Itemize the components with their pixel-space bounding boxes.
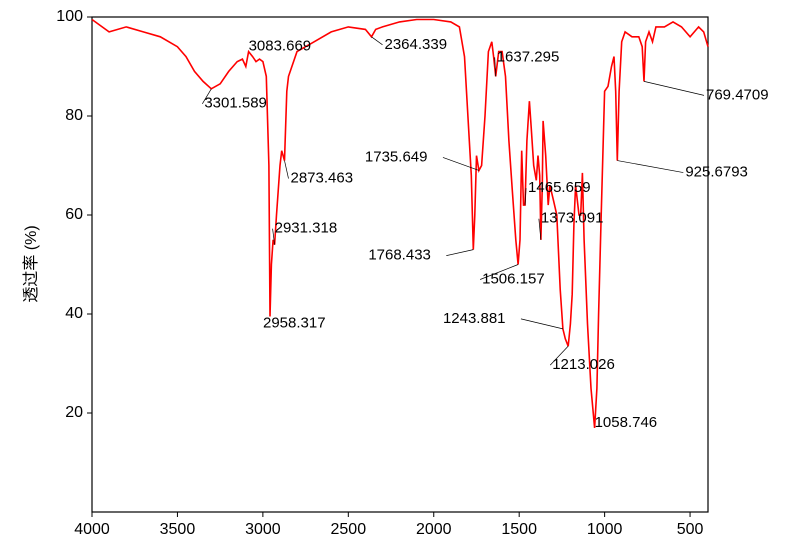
leader-line xyxy=(538,218,542,240)
peak-label: 925.6793 xyxy=(685,164,748,181)
spectrum-line xyxy=(91,18,709,428)
leader-line xyxy=(549,345,569,366)
x-tick-label: 2500 xyxy=(331,521,367,538)
y-tick-label: 100 xyxy=(56,8,83,25)
y-tick-label: 20 xyxy=(65,404,83,421)
leader-line xyxy=(617,160,684,173)
x-tick-label: 3500 xyxy=(160,521,196,538)
peak-label: 3083.669 xyxy=(249,38,312,55)
x-tick-label: 4000 xyxy=(74,521,110,538)
y-tick-label: 60 xyxy=(65,206,83,223)
peak-label: 3301.589 xyxy=(204,95,267,112)
y-tick-label: 40 xyxy=(65,305,83,322)
y-axis-label: 透过率 (%) xyxy=(22,225,40,302)
peak-label: 1373.091 xyxy=(541,210,604,227)
x-tick-label: 2000 xyxy=(416,521,452,538)
peak-label: 2931.318 xyxy=(275,220,338,237)
peak-label: 1637.295 xyxy=(497,48,560,65)
leader-line xyxy=(643,81,705,96)
peak-label: 2958.317 xyxy=(263,314,326,331)
leader-line xyxy=(520,318,564,330)
plot-frame xyxy=(91,16,709,513)
x-tick-label: 3000 xyxy=(245,521,281,538)
peak-label: 1735.649 xyxy=(365,148,428,165)
peak-label: 1768.433 xyxy=(368,247,431,264)
peak-label: 1506.157 xyxy=(482,270,545,287)
peak-label: 1243.881 xyxy=(443,310,506,327)
peak-label: 769.4709 xyxy=(706,86,769,103)
x-tick-label: 500 xyxy=(677,521,704,538)
leader-line xyxy=(494,57,497,77)
leader-line xyxy=(371,36,383,46)
leader-line xyxy=(524,188,527,206)
x-tick-label: 1500 xyxy=(501,521,537,538)
peak-label: 2364.339 xyxy=(384,36,447,53)
peak-label: 1465.659 xyxy=(528,179,591,196)
leader-line xyxy=(202,88,212,104)
x-tick-label: 1000 xyxy=(587,521,623,538)
leader-line xyxy=(284,160,289,179)
y-tick-label: 80 xyxy=(65,107,83,124)
leader-line xyxy=(480,264,519,280)
leader-line xyxy=(442,157,480,171)
peak-label: 1058.746 xyxy=(595,414,658,431)
leader-line xyxy=(446,249,474,256)
peak-label: 2873.463 xyxy=(290,170,353,187)
leader-line xyxy=(272,228,275,245)
peak-label: 1213.026 xyxy=(552,356,615,373)
